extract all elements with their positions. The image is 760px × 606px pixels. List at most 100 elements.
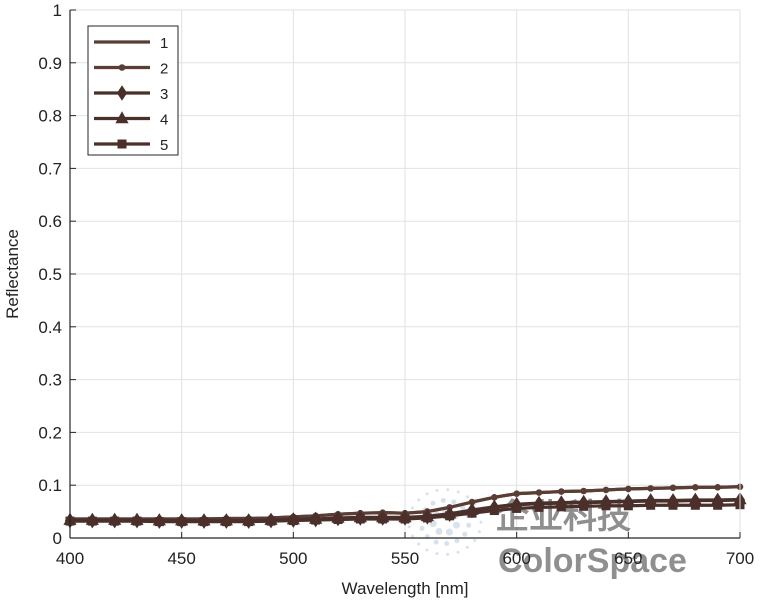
watermark-dot <box>477 530 481 534</box>
y-axis-label: Reflectance <box>3 229 22 319</box>
y-tick-label: 0.6 <box>38 212 62 231</box>
legend-box <box>87 25 179 156</box>
watermark-dot <box>411 506 415 510</box>
data-point <box>558 488 565 495</box>
data-point <box>355 514 365 524</box>
y-tick-label: 0.9 <box>38 54 62 73</box>
watermark-dot <box>435 527 443 535</box>
watermark-dot <box>430 500 436 506</box>
legend-item-5: 5 <box>94 137 168 154</box>
data-point <box>333 515 343 525</box>
y-tick-label: 0 <box>53 529 62 548</box>
watermark-dot <box>445 528 453 536</box>
data-point <box>378 514 388 524</box>
watermark-dot <box>419 525 425 531</box>
data-point <box>625 485 632 493</box>
y-tick-label: 0.7 <box>38 159 62 178</box>
watermark-en-text: ColorSpace <box>498 542 687 580</box>
data-point <box>110 516 120 526</box>
watermark-dot <box>435 552 439 556</box>
legend-label: 2 <box>160 61 168 78</box>
y-tick-label: 0.1 <box>38 476 62 495</box>
watermark-dot <box>407 525 411 529</box>
watermark-dot <box>452 521 460 529</box>
watermark-dot <box>473 538 477 542</box>
watermark-dot <box>446 488 450 492</box>
data-point <box>422 513 432 523</box>
grid-layer <box>69 9 741 539</box>
data-point <box>288 516 298 526</box>
legend-label: 5 <box>160 137 168 154</box>
data-point <box>580 487 587 495</box>
x-tick-label: 550 <box>391 549 419 568</box>
data-point <box>646 500 656 510</box>
watermark-dot <box>411 534 415 538</box>
tick-labels: 400 450 500 550 600 650 700 0 0.1 0.2 0.3 0.4 0.5 0.6… <box>38 1 754 568</box>
data-point <box>199 517 209 527</box>
y-tick-label: 0.5 <box>38 265 62 284</box>
x-tick-label: 700 <box>726 549 754 568</box>
data-point <box>512 503 522 513</box>
watermark-dot <box>456 490 460 494</box>
data-point <box>713 500 723 510</box>
data-point <box>117 139 127 149</box>
watermark-dot <box>456 550 460 554</box>
watermark-dot <box>479 520 483 524</box>
legend-item-1: 1 <box>94 35 168 52</box>
data-point <box>668 500 678 510</box>
watermark-dot <box>440 497 446 503</box>
data-point <box>132 516 142 526</box>
legend-label: 1 <box>160 35 168 52</box>
data-point <box>714 484 721 491</box>
data-point <box>468 498 476 506</box>
data-point <box>400 514 410 524</box>
series-layer <box>63 483 747 529</box>
watermark-dot <box>435 488 439 492</box>
legend-item-4: 4 <box>94 111 168 129</box>
data-point <box>513 490 520 497</box>
watermark-dot <box>417 498 421 502</box>
watermark-dot <box>462 531 468 537</box>
data-point <box>535 489 543 496</box>
x-tick-label: 400 <box>56 549 84 568</box>
data-point <box>87 516 97 526</box>
y-tick-label: 1 <box>53 1 62 20</box>
data-point <box>115 111 129 124</box>
legend-item-2: 2 <box>94 61 168 78</box>
y-tick-label: 0.4 <box>38 318 62 337</box>
x-tick-label: 450 <box>167 549 195 568</box>
data-point <box>116 85 128 101</box>
watermark-dot <box>425 492 429 496</box>
data-point <box>244 517 254 527</box>
data-point <box>489 506 499 516</box>
data-point <box>154 517 164 527</box>
watermark-dot <box>446 552 450 556</box>
x-tick-label: 500 <box>279 549 307 568</box>
data-point <box>692 484 699 491</box>
x-axis-label: Wavelength [nm] <box>342 579 469 598</box>
watermark-dot <box>417 542 421 546</box>
data-point <box>467 508 477 518</box>
legend-item-3: 3 <box>94 85 168 103</box>
watermark-dot <box>425 548 429 552</box>
watermark-dot <box>433 539 439 545</box>
y-tick-label: 0.8 <box>38 107 62 126</box>
watermark-dot <box>451 499 457 505</box>
watermark-dot <box>444 541 450 547</box>
data-point <box>221 517 231 527</box>
watermark-dot <box>465 545 469 549</box>
axes-layer <box>69 9 741 539</box>
data-point <box>601 501 611 511</box>
data-point <box>445 511 455 521</box>
data-point <box>669 484 677 492</box>
legend: 1 2 3 4 5 <box>87 25 179 156</box>
data-point <box>690 500 700 510</box>
legend-label: 3 <box>160 86 168 103</box>
legend-label: 4 <box>160 112 168 129</box>
data-point <box>177 517 187 527</box>
watermark-dot <box>454 538 460 544</box>
data-point <box>534 502 544 512</box>
data-point <box>556 502 566 512</box>
